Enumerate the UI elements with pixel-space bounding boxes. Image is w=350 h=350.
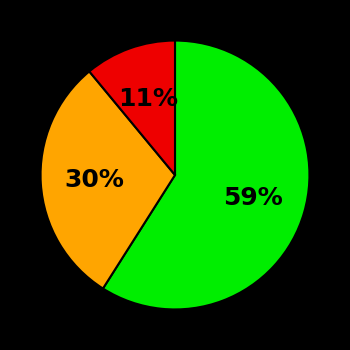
Wedge shape bbox=[89, 41, 175, 175]
Text: 30%: 30% bbox=[64, 168, 125, 192]
Wedge shape bbox=[41, 71, 175, 288]
Text: 59%: 59% bbox=[223, 186, 282, 210]
Wedge shape bbox=[103, 41, 309, 309]
Text: 11%: 11% bbox=[118, 87, 178, 111]
